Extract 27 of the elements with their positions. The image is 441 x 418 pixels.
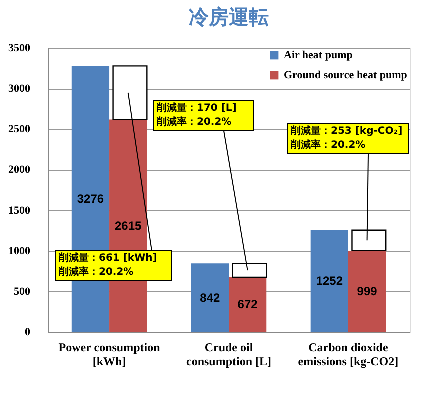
- y-tick-label: 3500: [8, 42, 31, 54]
- legend-label: Air heat pump: [284, 50, 353, 62]
- y-tick-label: 0: [25, 326, 31, 338]
- data-label: 842: [200, 290, 221, 305]
- bar: [310, 230, 348, 332]
- annotation: 削減量：253 [kg-CO₂] 削減率：20.2%: [290, 125, 403, 151]
- y-tick-label: 1500: [8, 204, 31, 217]
- y-tick-label: 3000: [8, 83, 31, 96]
- data-label: 672: [238, 298, 258, 312]
- y-tick-label: 1000: [8, 245, 31, 258]
- x-tick-label: Carbon dioxide emissions [kg-CO2]: [298, 340, 399, 368]
- data-label: 999: [357, 284, 378, 298]
- data-label: 3276: [77, 192, 104, 206]
- bar: [229, 277, 267, 332]
- annotation: 削減量：170 [L] 削減率：20.2%: [156, 102, 237, 128]
- y-tick-label: 2000: [8, 164, 31, 176]
- bar: [348, 250, 386, 332]
- chart-title: 冷房運転: [189, 5, 269, 29]
- data-label: 1252: [316, 274, 344, 288]
- legend-label: Ground source heat pump: [284, 70, 408, 82]
- y-tick-label: 2500: [8, 124, 31, 136]
- annotation: 削減量：661 [kWh] 削減率：20.2%: [58, 252, 158, 278]
- bar: [191, 264, 229, 332]
- data-label: 2615: [114, 218, 142, 233]
- x-tick-label: Power consumption [kWh]: [58, 340, 161, 368]
- x-tick-label: Crude oil consumption [L]: [186, 340, 272, 368]
- y-tick-label: 500: [14, 286, 31, 298]
